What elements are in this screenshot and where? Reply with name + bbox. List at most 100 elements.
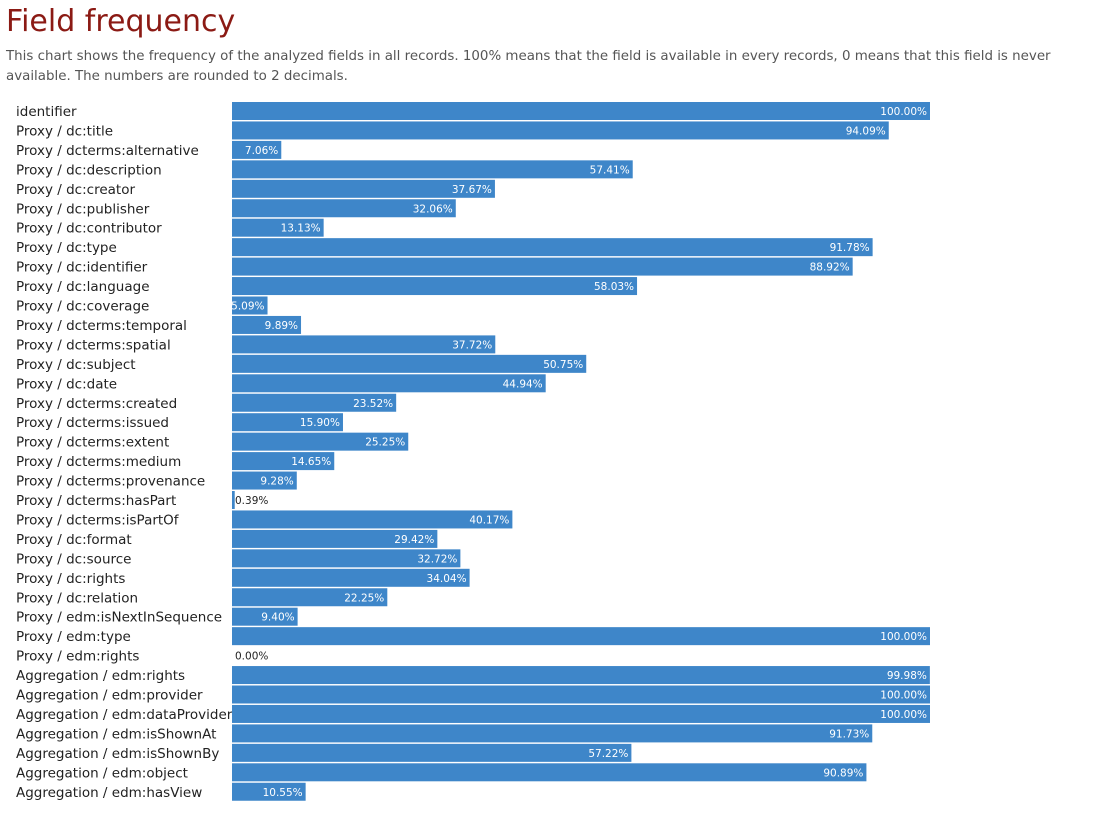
category-label: Proxy / dcterms:issued	[16, 415, 169, 431]
bar	[232, 315, 302, 334]
chart-description: This chart shows the frequency of the an…	[6, 49, 1051, 84]
value-label: 0.00%	[235, 651, 268, 663]
value-label: 91.78%	[830, 242, 870, 254]
category-label: Proxy / dc:format	[16, 532, 132, 548]
category-label: Aggregation / edm:isShownBy	[16, 746, 219, 762]
bar	[232, 160, 633, 179]
category-label: Proxy / dc:subject	[16, 357, 136, 373]
category-label: Proxy / dc:type	[16, 240, 117, 256]
bar	[232, 140, 282, 159]
bar	[232, 335, 496, 354]
value-label: 0.39%	[235, 495, 268, 507]
bar	[232, 627, 930, 646]
bar	[232, 704, 930, 723]
bar	[232, 354, 587, 373]
value-label: 34.04%	[427, 573, 467, 585]
value-label: 90.89%	[823, 767, 863, 779]
bar	[232, 471, 297, 490]
category-label: Aggregation / edm:provider	[16, 688, 203, 704]
bar	[232, 432, 409, 451]
category-label: Proxy / dcterms:extent	[16, 435, 169, 451]
value-label: 99.98%	[887, 670, 927, 682]
value-label: 57.22%	[588, 748, 628, 760]
value-label: 10.55%	[263, 787, 303, 799]
value-label: 100.00%	[880, 690, 927, 702]
value-label: 9.40%	[261, 612, 294, 624]
bar	[232, 238, 873, 257]
category-label: Proxy / dcterms:created	[16, 396, 177, 412]
value-label: 57.41%	[590, 164, 630, 176]
value-label: 100.00%	[880, 631, 927, 643]
bar	[232, 607, 298, 626]
category-label: Proxy / dc:date	[16, 376, 117, 392]
category-label: Proxy / dc:description	[16, 162, 162, 178]
category-label: Proxy / dc:title	[16, 123, 113, 139]
bar	[232, 510, 513, 529]
bar	[232, 685, 930, 704]
category-label: Proxy / edm:rights	[16, 649, 139, 665]
category-label: Aggregation / edm:object	[16, 765, 188, 781]
category-label: Proxy / dcterms:alternative	[16, 143, 199, 159]
bar	[232, 296, 268, 315]
value-label: 88.92%	[810, 262, 850, 274]
category-label: Proxy / dcterms:provenance	[16, 474, 205, 490]
value-label: 22.25%	[344, 592, 384, 604]
bar	[232, 102, 930, 120]
value-label: 23.52%	[353, 398, 393, 410]
bar	[232, 413, 343, 432]
bar	[232, 743, 632, 762]
category-label: Proxy / dcterms:hasPart	[16, 493, 176, 509]
value-label: 94.09%	[846, 125, 886, 137]
bar	[232, 393, 397, 412]
category-label: Aggregation / edm:rights	[16, 668, 185, 684]
bar	[232, 588, 388, 607]
bar	[232, 549, 461, 568]
category-label: identifier	[16, 104, 77, 120]
value-label: 58.03%	[594, 281, 634, 293]
value-label: 91.73%	[829, 728, 869, 740]
value-label: 29.42%	[394, 534, 434, 546]
category-label: Proxy / dcterms:temporal	[16, 318, 187, 334]
bar	[232, 568, 470, 587]
value-label: 5.09%	[231, 301, 264, 313]
category-label: Proxy / dc:contributor	[16, 221, 162, 237]
category-label: Proxy / dc:publisher	[16, 201, 150, 217]
bar	[232, 782, 306, 801]
value-label: 100.00%	[880, 709, 927, 721]
category-label: Proxy / dc:rights	[16, 571, 125, 587]
category-label: Proxy / dc:creator	[16, 182, 135, 198]
value-label: 13.13%	[281, 223, 321, 235]
bar	[232, 277, 638, 296]
category-label: Aggregation / edm:dataProvider	[16, 707, 233, 723]
value-label: 32.06%	[413, 203, 453, 215]
bar	[232, 257, 853, 276]
value-label: 7.06%	[245, 145, 278, 157]
category-label: Proxy / dcterms:isPartOf	[16, 512, 180, 528]
value-label: 25.25%	[365, 437, 405, 449]
value-label: 37.67%	[452, 184, 492, 196]
value-label: 32.72%	[417, 553, 457, 565]
value-label: 9.28%	[260, 476, 293, 488]
category-label: Proxy / dc:relation	[16, 590, 138, 606]
value-label: 50.75%	[543, 359, 583, 371]
category-label: Proxy / edm:isNextInSequence	[16, 610, 222, 626]
category-label: Proxy / dc:language	[16, 279, 150, 295]
category-label: Proxy / dc:coverage	[16, 299, 149, 315]
category-label: Proxy / dcterms:medium	[16, 454, 181, 470]
value-label: 9.89%	[265, 320, 298, 332]
bar	[232, 199, 456, 218]
value-label: 15.90%	[300, 417, 340, 429]
bar	[232, 218, 324, 237]
value-label: 37.72%	[452, 339, 492, 351]
bar	[232, 491, 235, 509]
bar	[232, 121, 889, 140]
category-label: Aggregation / edm:isShownAt	[16, 726, 216, 742]
value-label: 14.65%	[291, 456, 331, 468]
value-label: 44.94%	[503, 378, 543, 390]
bar	[232, 452, 335, 471]
bar	[232, 179, 495, 198]
category-label: Proxy / dcterms:spatial	[16, 337, 171, 353]
bar	[232, 529, 438, 548]
bar	[232, 763, 867, 782]
